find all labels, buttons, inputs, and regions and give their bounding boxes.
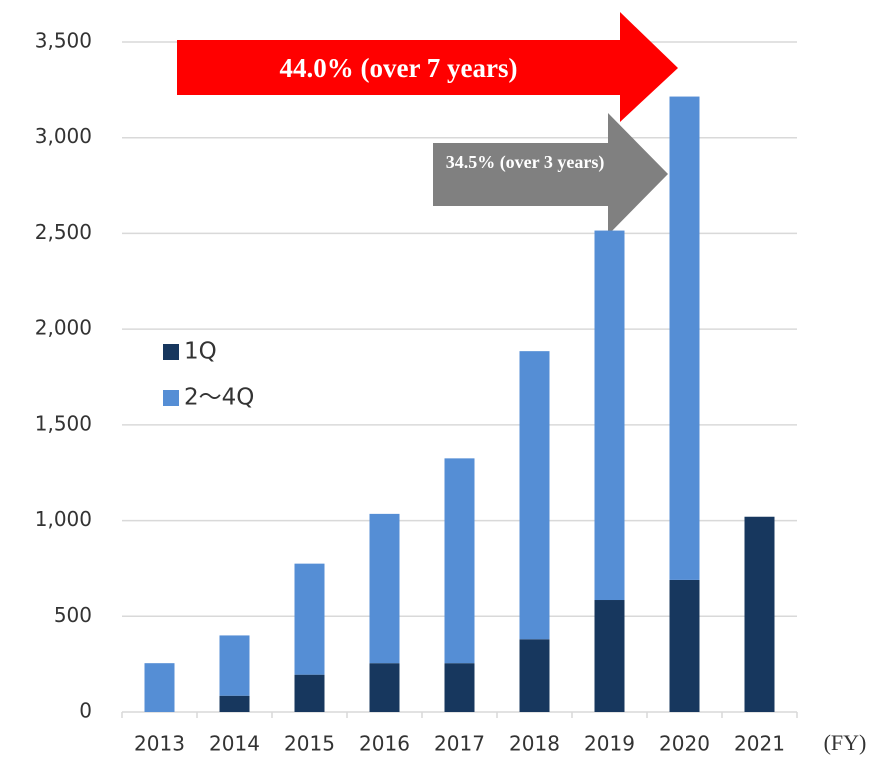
bar-segment: [744, 516, 775, 712]
x-axis-label: (FY): [824, 730, 867, 755]
bar-segment: [519, 639, 550, 712]
x-tick-label: 2021: [734, 732, 785, 756]
bar-segment: [369, 513, 400, 664]
legend-label: 1Q: [184, 339, 217, 365]
y-tick-label: 500: [54, 603, 92, 627]
x-tick-label: 2019: [584, 732, 635, 756]
bar-segment: [369, 663, 400, 712]
bar-segment: [294, 563, 325, 675]
bar-segment: [669, 579, 700, 712]
bar-segment: [444, 458, 475, 664]
y-tick-label: 1,500: [35, 411, 92, 435]
bar-segment: [444, 663, 475, 712]
x-tick-label: 2014: [209, 732, 260, 756]
legend-label: 2～4Q: [184, 385, 254, 411]
y-tick-label: 3,500: [35, 29, 92, 53]
bar-segment: [519, 351, 550, 640]
arrow-gray: [433, 113, 668, 235]
y-tick-label: 0: [79, 699, 92, 723]
bar-segment: [144, 663, 175, 712]
legend-swatch: [163, 390, 179, 406]
x-tick-label: 2017: [434, 732, 485, 756]
y-tick-label: 1,000: [35, 507, 92, 531]
bar-segment: [594, 600, 625, 712]
annotation: 44.0% (over 7 years): [279, 53, 518, 83]
x-tick-label: 2020: [659, 732, 710, 756]
y-tick-label: 3,000: [35, 124, 92, 148]
bar-segment: [594, 230, 625, 601]
bar-segment: [669, 96, 700, 580]
x-tick-label: 2016: [359, 732, 410, 756]
bar-segment: [219, 635, 250, 696]
y-tick-label: 2,000: [35, 316, 92, 340]
x-tick-label: 2015: [284, 732, 335, 756]
y-tick-label: 2,500: [35, 220, 92, 244]
arrow-red: [177, 12, 678, 122]
annotation: 34.5% (over 3 years): [445, 152, 605, 172]
legend-swatch: [163, 344, 179, 360]
bar-segment: [294, 674, 325, 712]
x-tick-label: 2013: [134, 732, 185, 756]
bar-segment: [219, 695, 250, 712]
x-tick-label: 2018: [509, 732, 560, 756]
